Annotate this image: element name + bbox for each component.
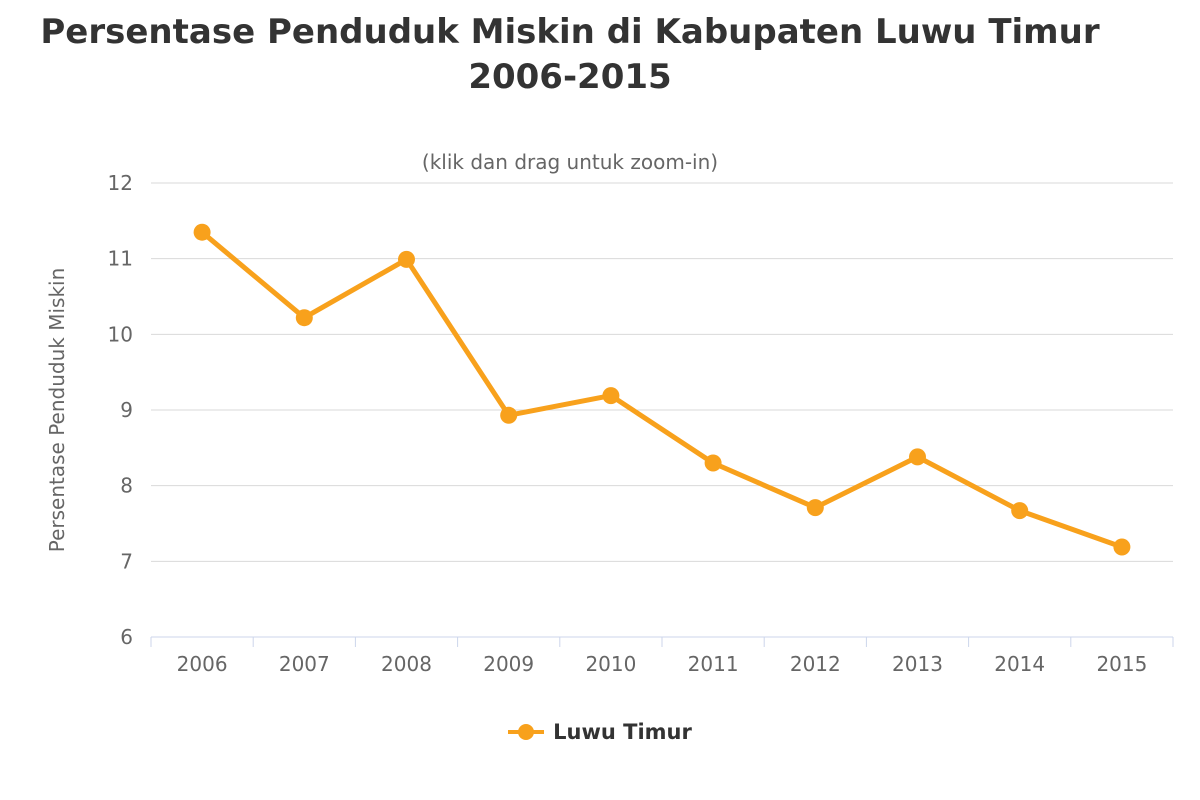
y-axis-label: 7 bbox=[120, 549, 133, 573]
data-point[interactable] bbox=[1011, 502, 1029, 520]
chart-subtitle: (klik dan drag untuk zoom-in) bbox=[421, 150, 719, 174]
legend: Luwu Timur bbox=[0, 720, 1200, 744]
x-axis-label: 2006 bbox=[177, 652, 228, 676]
y-axis-label: 6 bbox=[120, 625, 133, 649]
y-axis-label: 11 bbox=[108, 247, 133, 271]
x-axis-label: 2013 bbox=[892, 652, 943, 676]
data-point[interactable] bbox=[295, 309, 313, 327]
legend-item[interactable]: Luwu Timur bbox=[508, 720, 692, 744]
x-axis-label: 2007 bbox=[279, 652, 330, 676]
data-point[interactable] bbox=[398, 250, 415, 268]
y-axis-label: 12 bbox=[108, 171, 133, 195]
data-point[interactable] bbox=[602, 387, 620, 405]
legend-series-marker-icon bbox=[508, 724, 545, 740]
y-axis-label: 9 bbox=[120, 398, 133, 422]
series-line bbox=[199, 229, 1125, 550]
x-axis-label: 2015 bbox=[1096, 652, 1147, 676]
data-point[interactable] bbox=[806, 499, 824, 517]
y-axis-label: 8 bbox=[120, 474, 133, 498]
plot-area[interactable]: 6 7 8 9 10 11 12 2006 2007 2008 2009 2010 2011 2012 20… bbox=[0, 140, 1200, 705]
data-point[interactable] bbox=[909, 448, 926, 466]
legend-label: Luwu Timur bbox=[553, 720, 692, 744]
x-axis-label: 2014 bbox=[994, 652, 1045, 676]
x-axis-label: 2009 bbox=[483, 652, 534, 676]
y-axis-label: 10 bbox=[108, 322, 133, 346]
data-point[interactable] bbox=[193, 223, 211, 241]
x-axis-label: 2008 bbox=[381, 652, 432, 676]
x-axis-label: 2012 bbox=[790, 652, 841, 676]
x-axis-label: 2011 bbox=[688, 652, 739, 676]
data-point[interactable] bbox=[704, 454, 722, 472]
page-title: Persentase Penduduk Miskin di Kabupaten … bbox=[40, 12, 1100, 97]
data-point[interactable] bbox=[1113, 538, 1131, 556]
x-axis-label: 2010 bbox=[585, 652, 636, 676]
data-point[interactable] bbox=[500, 406, 518, 424]
